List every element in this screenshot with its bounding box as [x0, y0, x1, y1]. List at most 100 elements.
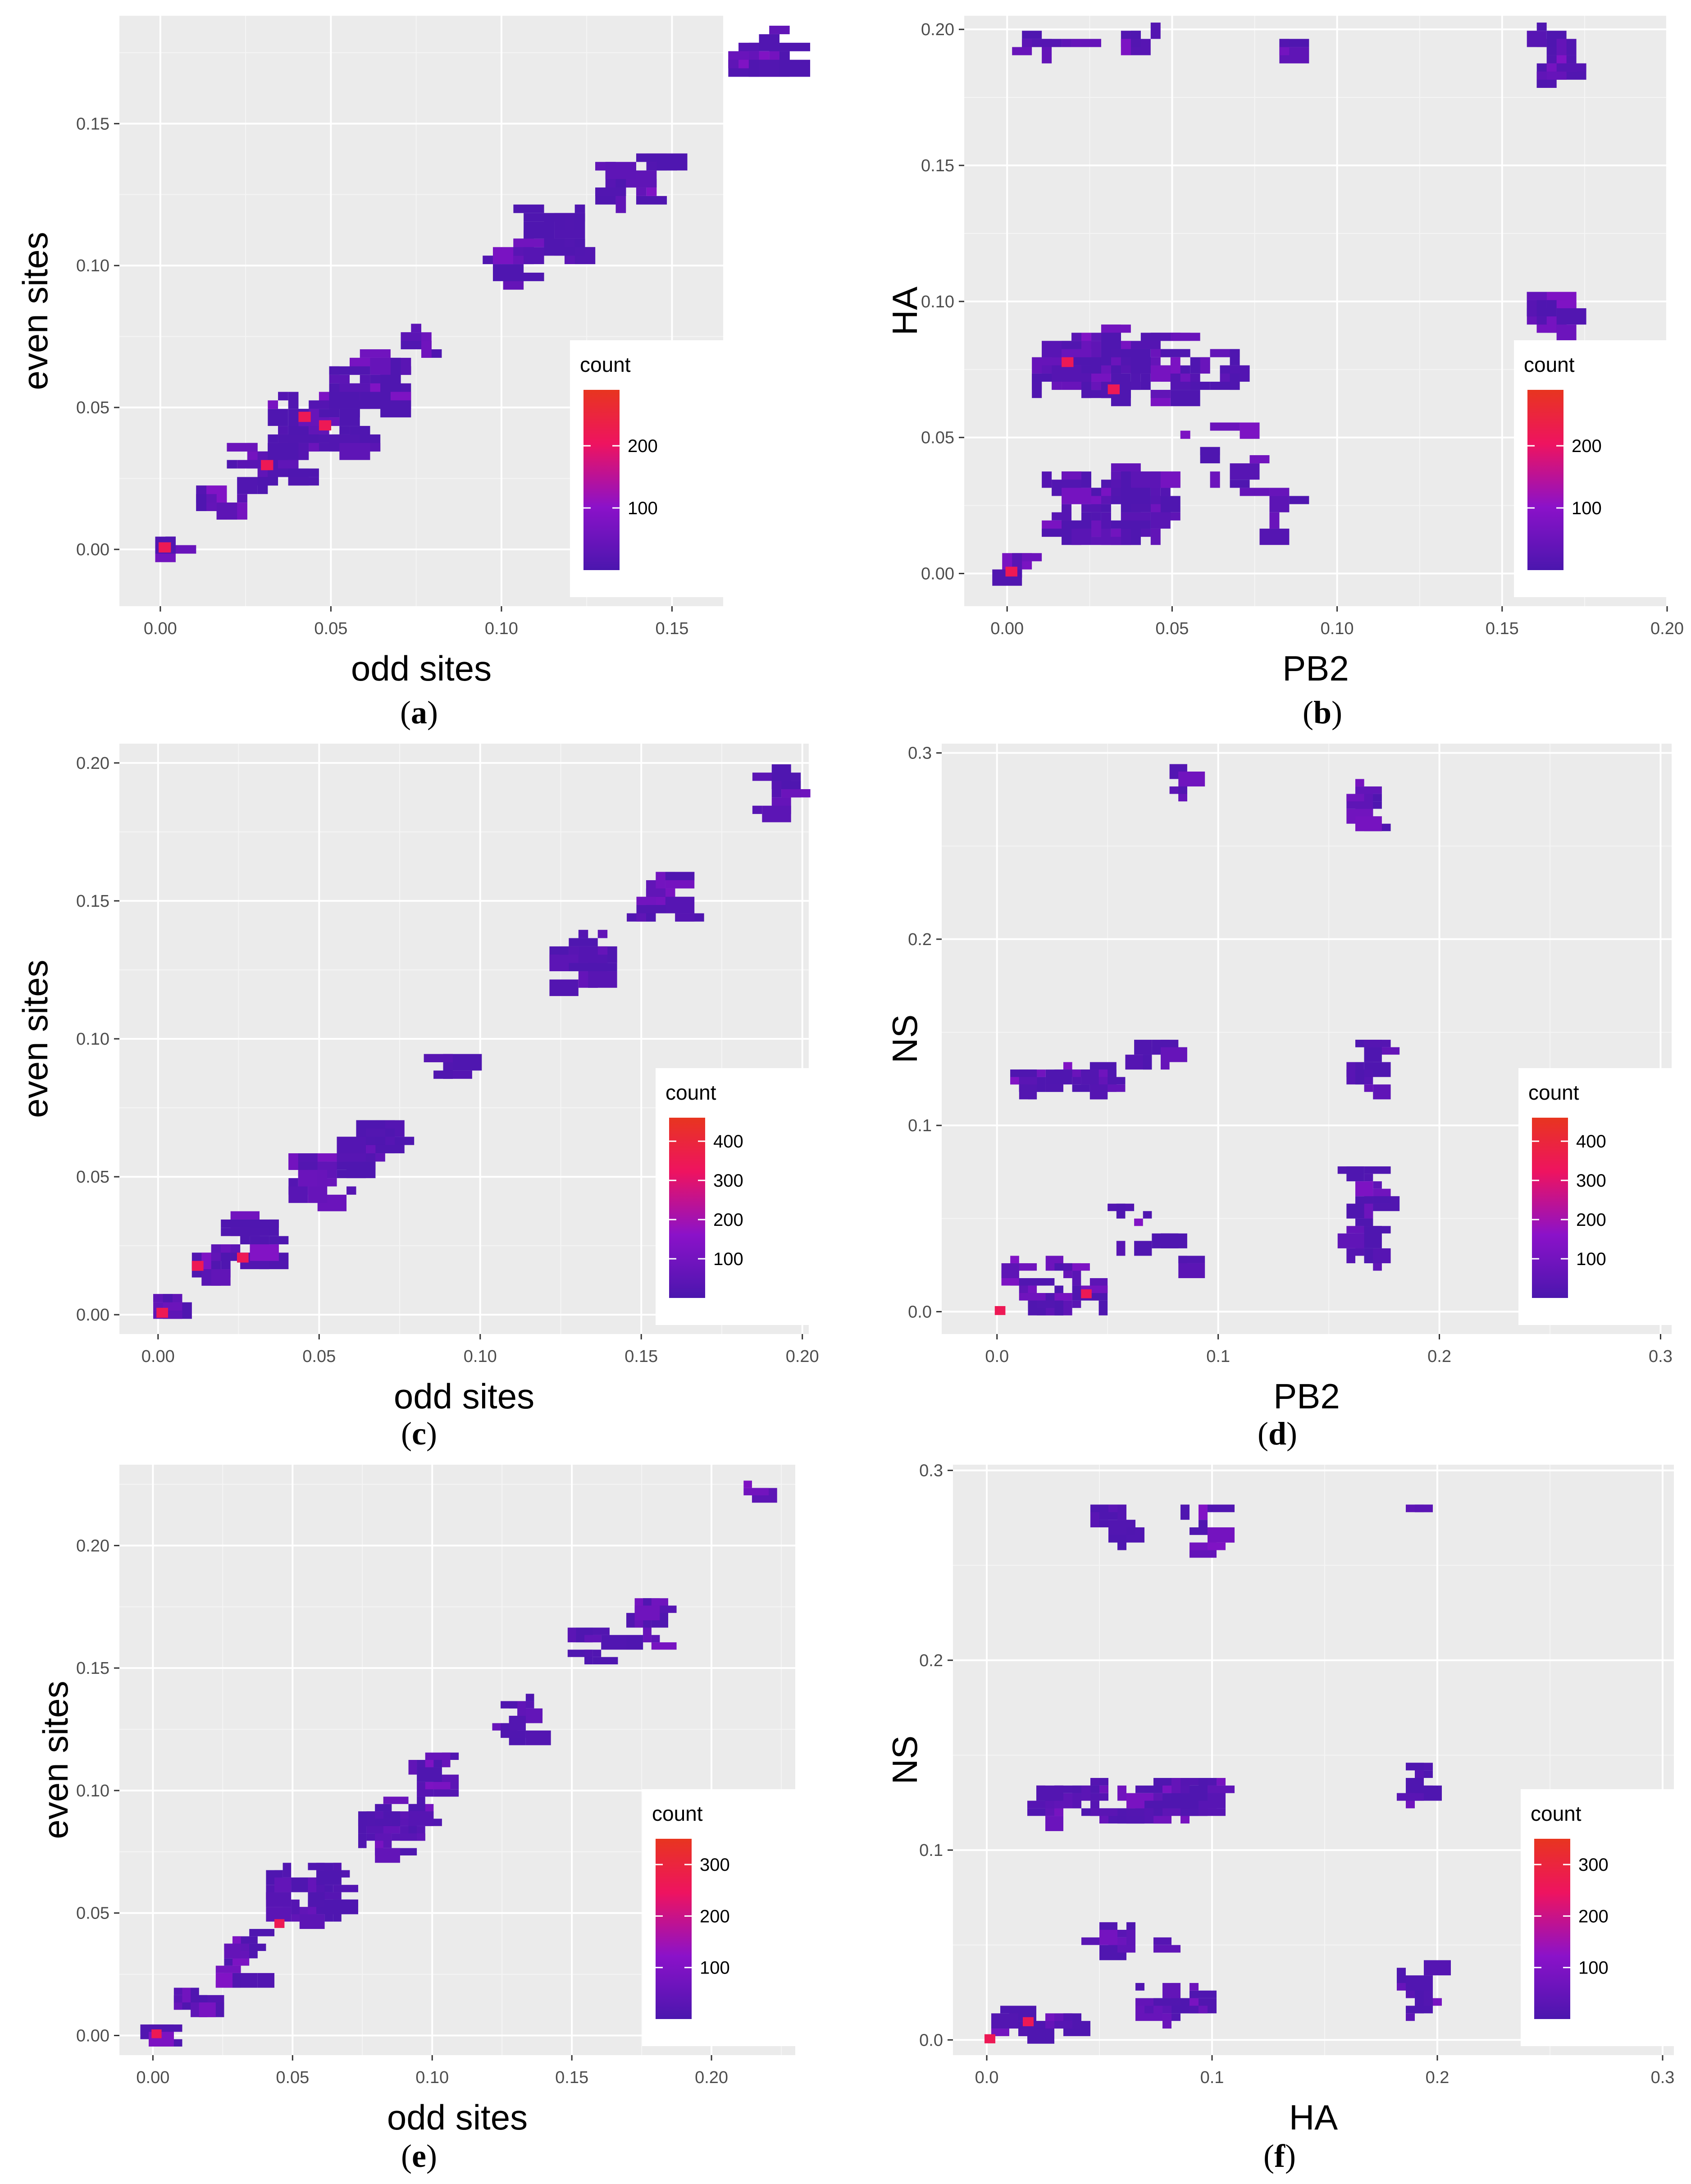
heatmap-cell — [1355, 1069, 1364, 1085]
heatmap-cell — [593, 1657, 618, 1665]
heatmap-cell — [1556, 300, 1577, 308]
heatmap-cell — [1019, 1263, 1037, 1271]
heatmap-cell — [595, 187, 626, 196]
heatmap-cell — [268, 443, 299, 460]
heatmap-hot-cell — [159, 542, 171, 553]
heatmap-cell — [728, 59, 739, 69]
heatmap-cell — [316, 1870, 342, 1885]
heatmap-cell — [728, 51, 749, 60]
heatmap-cell — [1170, 390, 1200, 407]
x-tick-label: 0.20 — [1650, 619, 1684, 638]
x-tick-label: 0.1 — [1200, 2068, 1224, 2087]
x-tick-label: 0.15 — [555, 2068, 588, 2087]
heatmap-cell — [588, 971, 617, 988]
legend-tick-label: 200 — [713, 1210, 743, 1230]
heatmap-cell — [157, 2024, 182, 2032]
heatmap-cell — [769, 26, 790, 34]
legend-colorbar — [1527, 390, 1563, 570]
heatmap-cell — [1220, 373, 1230, 382]
heatmap-cell — [1199, 1520, 1208, 1528]
heatmap-cell — [1099, 1929, 1117, 1945]
heatmap-cell — [1171, 1778, 1181, 1793]
heatmap-cell — [1101, 496, 1111, 504]
heatmap-cell — [1373, 1196, 1391, 1204]
heatmap-cell — [268, 400, 278, 409]
heatmap-cell — [1032, 381, 1042, 398]
legend-tick-label: 100 — [1576, 1249, 1606, 1269]
heatmap-cells — [153, 764, 811, 1319]
heatmap-cell — [636, 187, 647, 196]
heatmap-cell — [1415, 1504, 1433, 1512]
heatmap-cell — [1022, 39, 1032, 47]
heatmap-cell — [636, 896, 656, 905]
panel-caption: (f) — [1263, 2138, 1296, 2174]
heatmap-cell — [360, 375, 370, 384]
heatmap-hot-cell — [1108, 384, 1120, 394]
heatmap-cell — [1134, 1040, 1152, 1055]
heatmap-cell — [1208, 1808, 1226, 1816]
heatmap-cell — [375, 1804, 392, 1812]
x-tick-label: 0.00 — [144, 619, 177, 638]
legend-tick-label: 200 — [1572, 436, 1602, 456]
heatmap-cell — [1170, 333, 1200, 341]
heatmap-cell — [375, 1841, 383, 1848]
heatmap-hot-cell — [274, 1919, 285, 1928]
chart-panel-b: 0.00 0.05 0.10 0.15 0.20 0.00 0.05 0.10 0.15 0.20… — [885, 16, 1684, 731]
heatmap-cell — [1121, 39, 1131, 55]
heatmap-cell — [1054, 1300, 1063, 1316]
x-tick-label: 0.0 — [975, 2068, 999, 2087]
heatmap-cell — [1364, 1166, 1391, 1174]
legend-tick-label: 200 — [1578, 1906, 1609, 1926]
heatmap-cell — [1161, 1047, 1187, 1062]
heatmap-cell — [224, 1943, 241, 1959]
y-tick-label: 0.3 — [908, 744, 932, 763]
heatmap-cell — [1230, 373, 1240, 390]
legend-tick-label: 300 — [700, 1855, 730, 1875]
heatmap-cell — [1160, 349, 1190, 357]
heatmap-cell — [365, 1128, 385, 1137]
heatmap-cell — [1150, 496, 1161, 504]
heatmap-cell — [1062, 471, 1081, 480]
heatmap-cell — [1130, 357, 1151, 374]
heatmap-cell — [1000, 2006, 1009, 2014]
x-tick-label: 0.2 — [1426, 2068, 1449, 2087]
heatmap-cell — [1143, 1055, 1152, 1070]
y-tick-label: 0.10 — [76, 256, 109, 275]
heatmap-cell — [433, 1782, 451, 1790]
heatmap-cell — [1337, 1233, 1364, 1248]
y-tick-label: 0.1 — [908, 1116, 932, 1135]
heatmap-cell — [221, 1228, 241, 1236]
heatmap-cell — [182, 1988, 191, 2003]
legend-tick-label: 100 — [1572, 498, 1602, 518]
y-tick-label: 0.10 — [76, 1782, 109, 1800]
heatmap-cell — [1126, 1816, 1144, 1824]
heatmap-cell — [1012, 553, 1022, 570]
heatmap-cell — [1406, 1763, 1424, 1771]
legend-tick-label: 300 — [713, 1171, 743, 1191]
x-tick-label: 0.10 — [415, 2068, 449, 2087]
heatmap-cell — [1117, 1535, 1126, 1550]
heatmap-cell — [358, 1818, 367, 1834]
heatmap-cell — [1027, 2029, 1036, 2036]
heatmap-cell — [643, 1627, 652, 1643]
heatmap-cell — [1135, 1983, 1144, 1991]
x-tick-label: 0.05 — [302, 1347, 336, 1366]
heatmap-cell — [1249, 455, 1270, 464]
heatmap-cell — [269, 1236, 289, 1245]
heatmap-cell — [211, 1269, 231, 1286]
heatmap-cell — [433, 1760, 442, 1768]
heatmap-cell — [278, 392, 288, 401]
heatmap-cells — [140, 1480, 777, 2047]
legend-tick-label: 400 — [1576, 1132, 1606, 1151]
legend-title: count — [1531, 1802, 1582, 1825]
heatmap-cell — [1116, 1203, 1126, 1219]
heatmap-cell — [1153, 1998, 1181, 2006]
y-tick-label: 0.05 — [921, 429, 954, 448]
heatmap-cell — [1117, 1785, 1126, 1801]
legend-colorbar — [656, 1839, 692, 2019]
heatmap-cell — [1140, 528, 1151, 537]
heatmap-cell — [1190, 2006, 1199, 2014]
heatmap-cell — [1556, 39, 1567, 55]
x-tick-label: 0.10 — [485, 619, 518, 638]
heatmap-cell — [643, 1598, 652, 1606]
